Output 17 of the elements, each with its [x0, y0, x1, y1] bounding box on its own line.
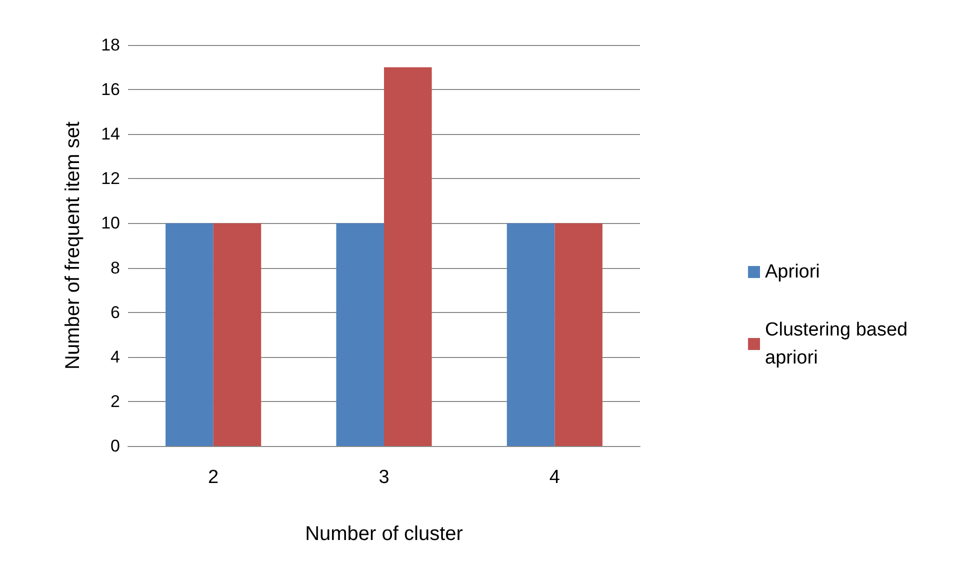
y-tick-label: 8	[110, 258, 120, 278]
y-tick-label: 14	[101, 124, 120, 144]
legend-label: Apriori	[765, 262, 820, 282]
y-tick-label: 10	[101, 214, 120, 233]
y-tick-label: 6	[110, 302, 120, 322]
y-tick-label: 16	[101, 80, 120, 100]
x-tick-label: 2	[208, 467, 219, 488]
y-tick-label: 18	[101, 36, 120, 54]
y-axis-title: Number of frequent item set	[62, 121, 84, 370]
legend-label: Clustering based apriori	[765, 320, 913, 368]
y-tick-label: 2	[110, 392, 120, 411]
y-tick-label: 4	[110, 347, 120, 366]
x-axis-title: Number of cluster	[305, 523, 464, 545]
y-tick-label: 12	[101, 169, 120, 188]
y-tick-label: 0	[110, 436, 120, 456]
x-tick-label: 3	[378, 467, 390, 488]
x-tick-label: 4	[549, 467, 560, 488]
